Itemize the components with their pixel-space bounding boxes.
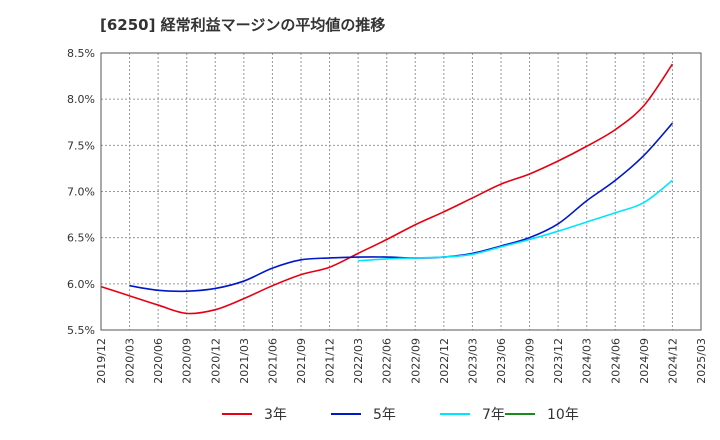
y-tick-label: 7.0% bbox=[67, 186, 95, 199]
x-tick-label: 2021/12 bbox=[324, 338, 337, 384]
legend-label-2: 7年 bbox=[482, 407, 505, 423]
series-lines bbox=[100, 63, 674, 315]
y-tick-label: 6.5% bbox=[67, 232, 95, 245]
x-tick-label: 2024/06 bbox=[609, 338, 622, 384]
y-tick-label: 6.0% bbox=[67, 278, 95, 291]
legend: 3年 5年 7年 10年 bbox=[222, 407, 579, 423]
plot-frame bbox=[100, 52, 702, 331]
series-line-1 bbox=[129, 122, 674, 293]
x-tick-label: 2021/09 bbox=[295, 338, 308, 384]
series-line-0 bbox=[100, 63, 674, 315]
legend-label-3: 10年 bbox=[547, 407, 579, 423]
x-tick-label: 2024/12 bbox=[666, 338, 679, 384]
x-tick-label: 2021/03 bbox=[238, 338, 251, 384]
x-tick-label: 2020/09 bbox=[181, 338, 194, 384]
x-tick-label: 2020/06 bbox=[152, 338, 165, 384]
series-line-2 bbox=[358, 179, 673, 262]
legend-label-1: 5年 bbox=[373, 407, 396, 423]
x-tick-label: 2023/09 bbox=[524, 338, 537, 384]
x-tick-label: 2020/03 bbox=[124, 338, 137, 384]
x-tick-label: 2025/03 bbox=[695, 338, 708, 384]
x-tick-label: 2023/12 bbox=[552, 338, 565, 384]
x-tick-label: 2019/12 bbox=[95, 338, 108, 384]
legend-label-0: 3年 bbox=[264, 407, 287, 423]
x-tick-label: 2023/03 bbox=[466, 338, 479, 384]
x-tick-label: 2021/06 bbox=[266, 338, 279, 384]
x-tick-label: 2024/09 bbox=[638, 338, 651, 384]
y-tick-label: 7.5% bbox=[67, 139, 95, 152]
x-tick-label: 2022/12 bbox=[438, 338, 451, 384]
x-tick-label: 2023/06 bbox=[495, 338, 508, 384]
x-tick-label: 2022/09 bbox=[409, 338, 422, 384]
x-tick-label: 2022/06 bbox=[381, 338, 394, 384]
grid bbox=[100, 52, 702, 331]
x-tick-label: 2024/03 bbox=[581, 338, 594, 384]
y-axis-ticks: 5.5% 6.0% 6.5% 7.0% 7.5% 8.0% 8.5% bbox=[67, 47, 95, 337]
x-tick-label: 2022/03 bbox=[352, 338, 365, 384]
y-tick-label: 8.5% bbox=[67, 47, 95, 60]
x-axis-ticks: 2019/12 2020/03 2020/06 2020/09 2020/12 2021/… bbox=[95, 338, 708, 384]
x-tick-label: 2020/12 bbox=[209, 338, 222, 384]
y-tick-label: 8.0% bbox=[67, 93, 95, 106]
y-tick-label: 5.5% bbox=[67, 324, 95, 337]
chart-title: [6250] 経常利益マージンの平均値の推移 bbox=[100, 16, 386, 34]
